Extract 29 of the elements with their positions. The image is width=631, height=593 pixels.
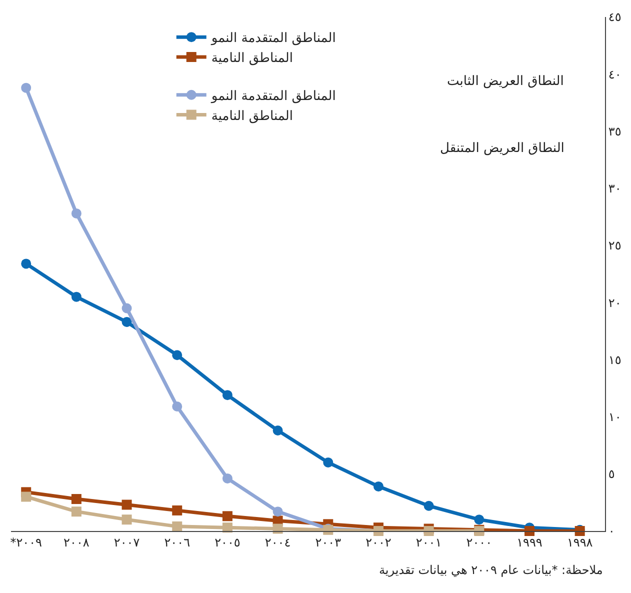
- legend-label: المناطق المتقدمة النمو: [210, 31, 336, 46]
- y-tick-label: ٤٥: [608, 10, 622, 24]
- x-tick-label: ٢٠٠٢: [366, 535, 392, 550]
- annotation: النطاق العريض المتنقل: [440, 141, 564, 156]
- legend-label: المناطق النامية: [211, 51, 293, 66]
- x-tick-label: ١٩٩٩: [516, 535, 542, 550]
- text: ملاحظة: *بيانات عام ٢٠٠٩ هي بيانات تقديرية: [379, 563, 603, 577]
- annotation: النطاق العريض الثابت: [447, 74, 564, 89]
- y-tick-label: ٢٥: [608, 238, 622, 253]
- y-tick-label: ٣٥: [608, 124, 622, 138]
- y-tick-label: ٠: [608, 524, 615, 538]
- x-tick-label: ١٩٩٨: [566, 535, 594, 550]
- x-tick-label: ٢٠٠٠: [466, 535, 492, 550]
- y-tick-label: ٣٠: [608, 182, 622, 196]
- x-tick-label: ٢٠٠٨: [64, 535, 90, 550]
- x-tick-label: ٢٠٠١: [416, 535, 442, 550]
- y-tick-label: ٢٠: [608, 296, 622, 310]
- y-tick-label: ٤٠: [608, 67, 622, 82]
- legend-label: المناطق النامية: [211, 108, 293, 124]
- legend-label: المناطق المتقدمة النمو: [210, 88, 336, 104]
- y-tick-label: ١٠: [608, 410, 622, 424]
- x-tick-label: ٢٠٠٦: [164, 535, 190, 550]
- y-tick-label: ١٥: [608, 352, 622, 367]
- x-tick-label: ٢٠٠٥: [214, 535, 240, 550]
- x-tick-label: *٢٠٠٩: [10, 535, 42, 550]
- x-tick-label: ٢٠٠٧: [114, 535, 140, 550]
- x-tick-label: ٢٠٠٣: [315, 535, 342, 550]
- x-tick-label: ٢٠٠٤: [264, 535, 291, 550]
- y-tick-label: ٥: [608, 467, 615, 482]
